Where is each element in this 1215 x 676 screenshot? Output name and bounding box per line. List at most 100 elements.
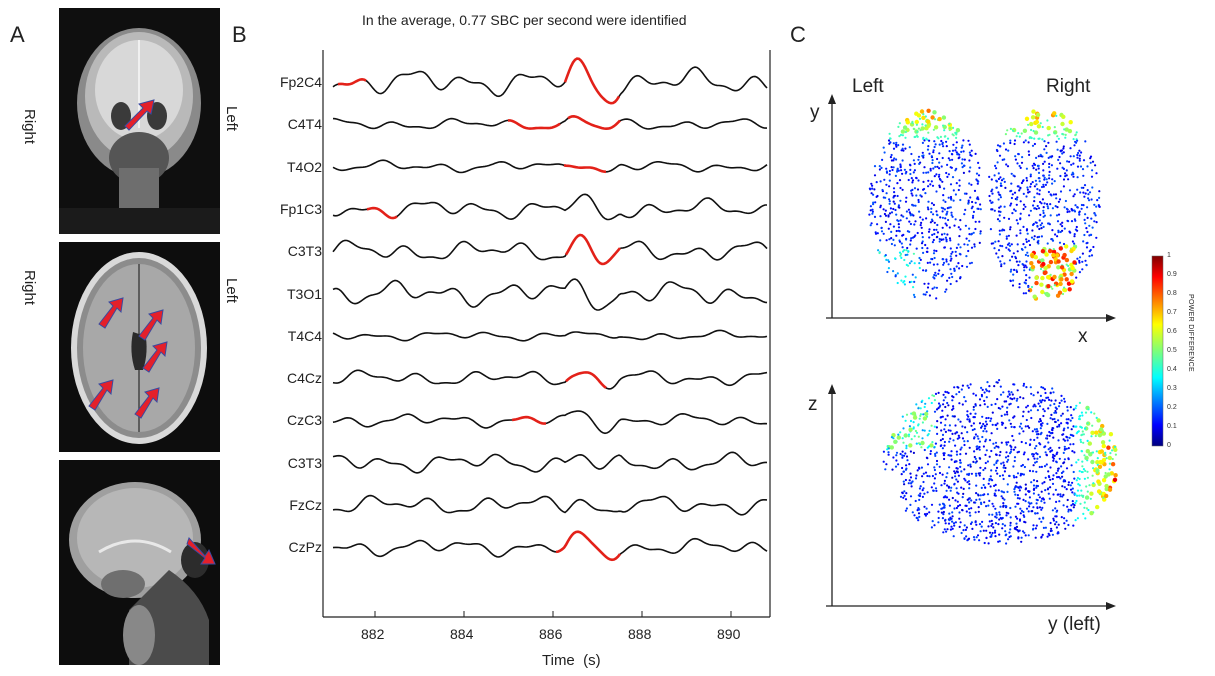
brain-side-dot (938, 465, 941, 468)
brain-side-dot (1003, 470, 1007, 473)
brain-side-dot (1082, 494, 1085, 497)
brain-top-dot (870, 222, 873, 225)
brain-side-dot (1087, 441, 1093, 446)
brain-side-dot (1086, 476, 1089, 479)
eeg-trace-t3o1 (332, 278, 768, 311)
brain-top-dot (1047, 222, 1050, 225)
brain-top-dot (942, 263, 945, 266)
brain-side-dot (966, 384, 969, 387)
brain-side-dot (1047, 475, 1050, 478)
brain-side-dot (977, 506, 980, 509)
brain-top-dot (1038, 189, 1041, 192)
brain-top-dot (964, 224, 968, 227)
brain-side-dot (995, 445, 998, 448)
brain-side-dot (974, 403, 977, 406)
brain-side-dot (928, 511, 931, 514)
brain-top-dot (898, 135, 901, 138)
brain-side-dot (1043, 501, 1046, 504)
brain-top-dot (909, 164, 912, 167)
brain-side-dot (903, 483, 906, 486)
brain-top-dot (940, 206, 943, 209)
brain-top-dot (1005, 237, 1008, 240)
brain-top-dot (941, 156, 944, 160)
brain-side-dot (918, 498, 921, 501)
brain-side-dot (947, 391, 950, 395)
brain-side-dot (1069, 443, 1072, 446)
brain-side-dot (917, 507, 920, 510)
brain-side-dot (916, 517, 919, 520)
brain-top-dot (962, 164, 966, 167)
brain-top-dot (940, 238, 943, 241)
brain-top-dot (931, 233, 934, 236)
brain-top-dot (1037, 167, 1040, 170)
brain-top-dot (930, 115, 935, 120)
brain-top-dot (1041, 261, 1046, 267)
brain-top-dot (879, 215, 882, 218)
brain-side-dot (1035, 452, 1038, 455)
brain-top-dot (1079, 191, 1082, 194)
brain-top-dot (1009, 279, 1012, 283)
brain-top-dot (926, 148, 930, 151)
eeg-x-label: Time (s) (542, 652, 601, 669)
brain-side-dot (987, 525, 990, 528)
brain-side-dot (1041, 398, 1044, 402)
brain-side-dot (1023, 515, 1026, 519)
brain-side-dot (1102, 496, 1105, 499)
brain-side-dot (1065, 447, 1068, 450)
brain-top-dot (908, 146, 911, 149)
brain-side-dot (969, 465, 972, 468)
brain-side-dot (946, 528, 949, 531)
brain-top-dot (1001, 255, 1004, 258)
brain-top-dot (909, 239, 912, 242)
brain-top-dot (893, 191, 896, 194)
brain-side-dot (1000, 414, 1003, 417)
brain-top-dot (896, 281, 899, 285)
brain-side-dot (1001, 474, 1005, 477)
brain-side-dot (1005, 451, 1008, 454)
brain-top-dot (919, 109, 925, 114)
brain-side-dot (1000, 495, 1003, 498)
brain-side-dot (921, 475, 924, 478)
brain-side-dot (1071, 481, 1074, 484)
brain-side-dot (1089, 511, 1094, 516)
brain-top-dot (904, 200, 908, 203)
brain-side-dot (979, 457, 982, 460)
brain-top-dot (911, 181, 914, 184)
brain-side-dot (945, 496, 949, 499)
brain-side-dot (1111, 449, 1114, 452)
brain-side-dot (1061, 475, 1064, 478)
brain-top-dot (1029, 261, 1034, 266)
brain-side-dot (1032, 394, 1035, 397)
brain-side-dot (987, 482, 990, 485)
brain-top-dot (973, 245, 976, 248)
brain-top-dot (930, 211, 933, 214)
brain-side-dot (994, 424, 998, 427)
brain-top-dot (933, 249, 936, 252)
brain-top-dot (1082, 191, 1085, 194)
brain-side-dot (1070, 428, 1073, 431)
brain-top-dot (911, 236, 915, 239)
brain-side-dot (1030, 416, 1033, 420)
brain-side-dot (1051, 418, 1054, 421)
brain-top-dot (896, 272, 899, 275)
brain-top-dot (1050, 194, 1053, 197)
brain-side-dot (907, 433, 911, 436)
brain-side-dot (998, 474, 1002, 478)
brain-top-dot (887, 267, 891, 270)
brain-top-dot (1068, 230, 1071, 233)
brain-top-dot (945, 224, 948, 227)
brain-top-dot (920, 221, 923, 224)
brain-top-dot (979, 230, 982, 233)
brain-side-dot (997, 406, 1000, 410)
brain-top-dot (1084, 222, 1087, 225)
brain-side-dot (947, 522, 951, 525)
brain-side-dot (1041, 482, 1044, 485)
brain-top-dot (1019, 186, 1022, 189)
brain-top-dot (888, 202, 891, 205)
brain-top-dot (1028, 214, 1031, 217)
brain-side-dot (1002, 466, 1005, 469)
brain-top-dot (933, 228, 936, 231)
brain-side-dot (990, 533, 993, 537)
brain-side-dot (1060, 414, 1063, 417)
brain-side-dot (1066, 426, 1070, 429)
